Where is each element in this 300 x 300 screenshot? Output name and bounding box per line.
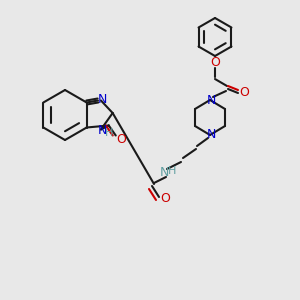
- Text: N: N: [97, 93, 106, 106]
- Text: O: O: [160, 193, 170, 206]
- Text: N: N: [97, 124, 106, 137]
- Text: N: N: [159, 167, 169, 179]
- Text: N: N: [206, 94, 216, 106]
- Text: H: H: [168, 166, 176, 176]
- Text: O: O: [116, 133, 126, 146]
- Text: H: H: [105, 128, 113, 139]
- Text: O: O: [210, 56, 220, 70]
- Text: N: N: [206, 128, 216, 142]
- Text: O: O: [239, 85, 249, 98]
